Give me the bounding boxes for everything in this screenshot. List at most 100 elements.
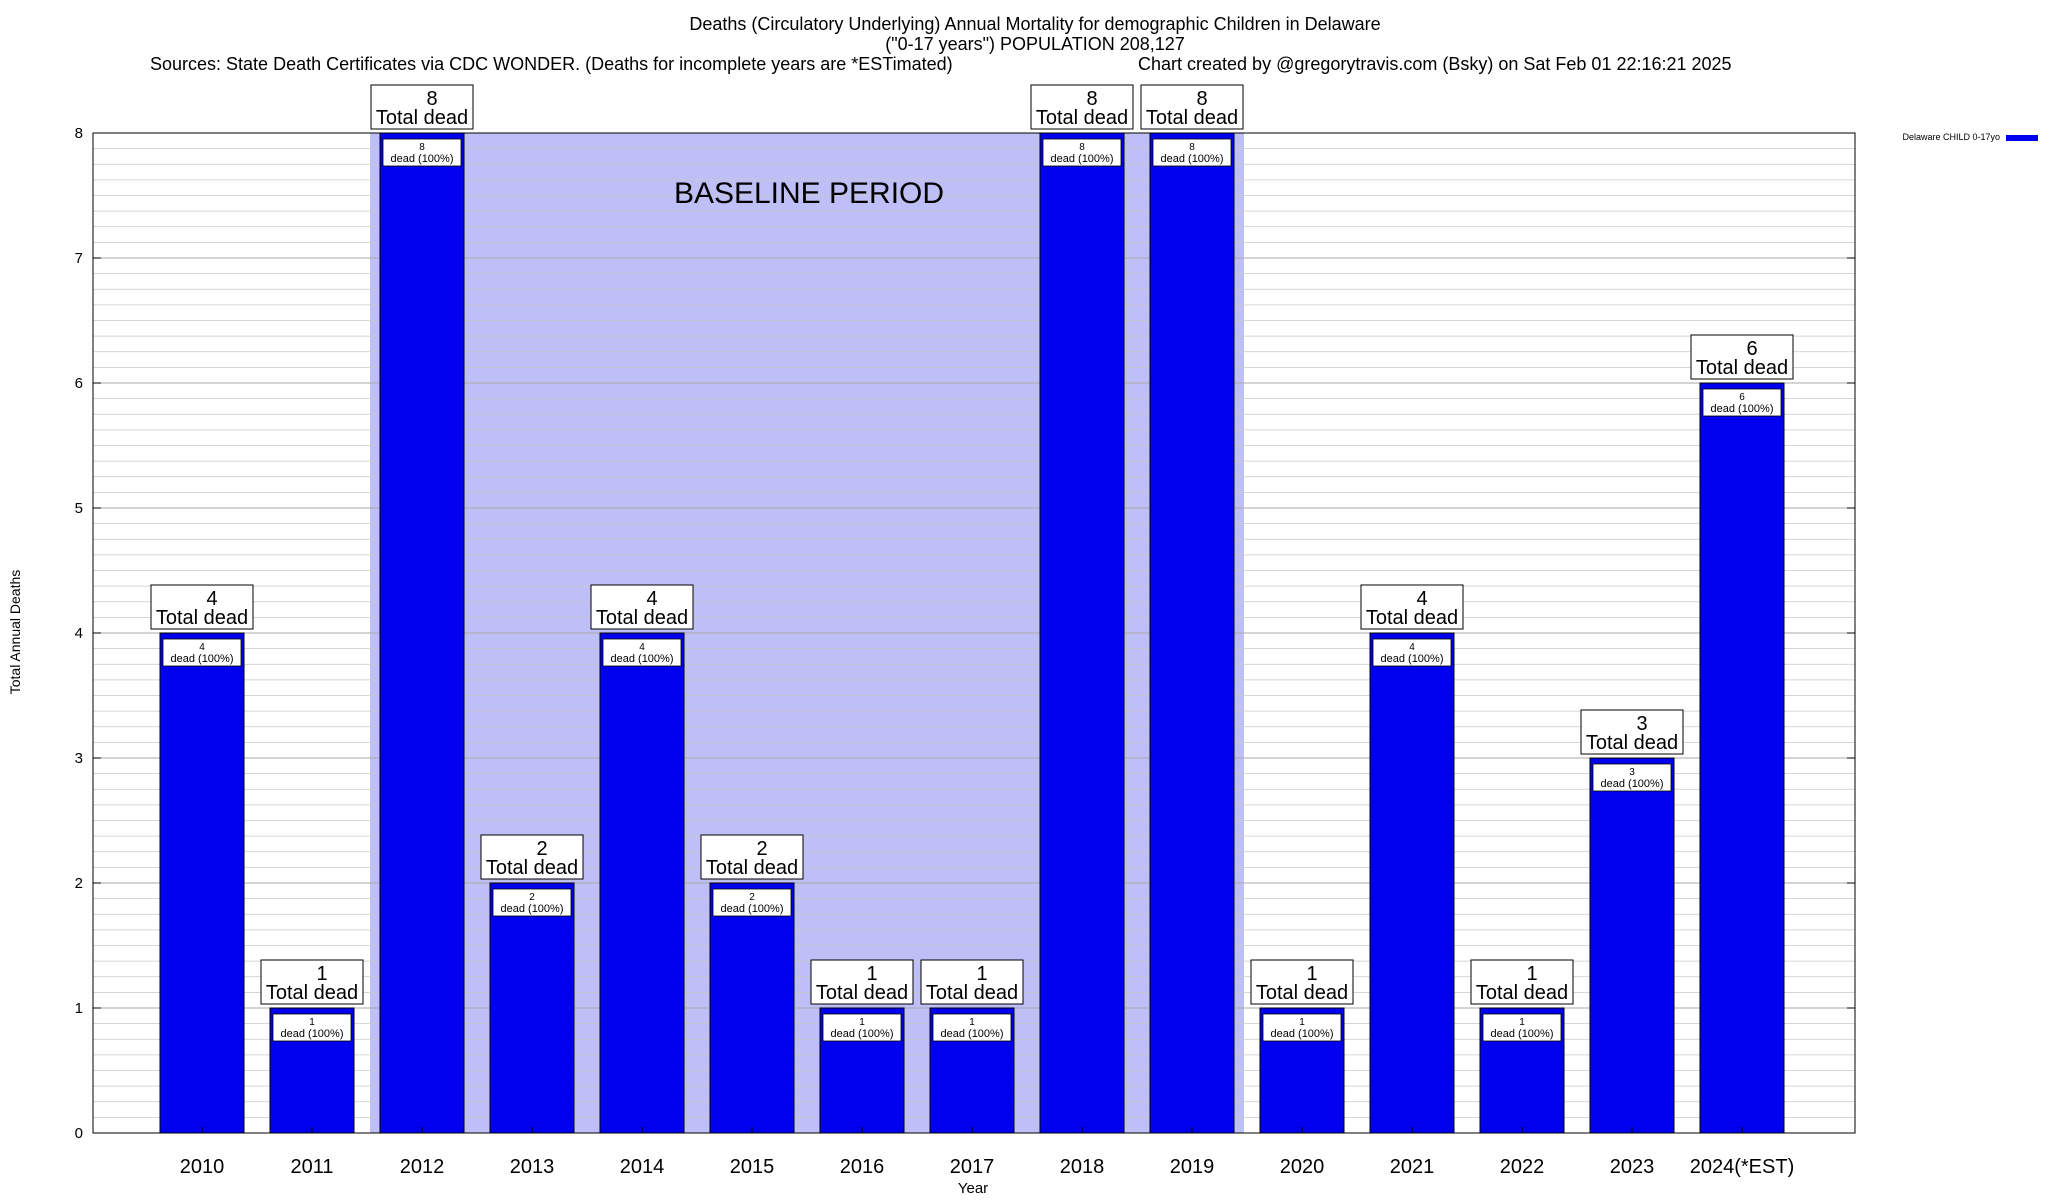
inner-label-box — [1372, 638, 1452, 667]
x-tick-label: 2017 — [950, 1156, 995, 1178]
total-label-text: Total dead — [156, 607, 248, 629]
total-label-text: Total dead — [1476, 982, 1568, 1004]
total-label-box — [590, 584, 694, 630]
inner-label-text: dead (100%) — [1381, 653, 1444, 665]
x-tick-label: 2010 — [180, 1156, 225, 1178]
inner-label-text: dead (100%) — [501, 903, 564, 915]
x-tick-label: 2019 — [1170, 1156, 1215, 1178]
total-label-value: 3 — [1636, 713, 1647, 735]
x-axis-label: Year — [958, 1180, 988, 1197]
y-tick-label: 5 — [75, 500, 83, 517]
total-label-box — [810, 959, 914, 1005]
total-label-box — [1030, 84, 1134, 130]
inner-label-box — [602, 638, 682, 667]
total-label-box — [370, 84, 474, 130]
baseline-period-label: BASELINE PERIOD — [674, 177, 944, 210]
y-tick-label: 8 — [75, 125, 83, 142]
bar — [379, 132, 465, 1134]
inner-label-box — [162, 638, 242, 667]
inner-label-box — [272, 1013, 352, 1042]
total-label-text: Total dead — [1256, 982, 1348, 1004]
inner-label-value: 2 — [529, 892, 535, 903]
bar — [599, 632, 685, 1134]
total-label-text: Total dead — [1366, 607, 1458, 629]
y-tick-label: 1 — [75, 1000, 83, 1017]
total-label-box — [1250, 959, 1354, 1005]
y-tick-label: 6 — [75, 375, 83, 392]
total-label-text: Total dead — [1146, 107, 1238, 129]
total-label-box — [1140, 84, 1244, 130]
inner-label-box — [712, 888, 792, 917]
inner-label-text: dead (100%) — [1601, 778, 1664, 790]
inner-label-text: dead (100%) — [611, 653, 674, 665]
total-label-text: Total dead — [926, 982, 1018, 1004]
y-tick-label: 0 — [75, 1125, 83, 1142]
inner-label-text: dead (100%) — [941, 1028, 1004, 1040]
total-label-text: Total dead — [816, 982, 908, 1004]
inner-label-value: 4 — [199, 642, 205, 653]
inner-label-box — [932, 1013, 1012, 1042]
bar — [709, 882, 795, 1134]
total-label-text: Total dead — [486, 857, 578, 879]
bar — [1039, 132, 1125, 1134]
legend-swatch — [2006, 135, 2038, 141]
inner-label-value: 1 — [969, 1017, 975, 1028]
inner-label-value: 4 — [1409, 642, 1415, 653]
inner-label-value: 3 — [1629, 767, 1635, 778]
inner-label-value: 2 — [749, 892, 755, 903]
chart-credit: Chart created by @gregorytravis.com (Bsk… — [1138, 54, 1732, 74]
total-label-value: 8 — [426, 88, 437, 110]
inner-label-value: 4 — [639, 642, 645, 653]
inner-label-text: dead (100%) — [831, 1028, 894, 1040]
total-label-value: 1 — [1306, 963, 1317, 985]
total-label-text: Total dead — [1036, 107, 1128, 129]
x-tick-label: 2012 — [400, 1156, 445, 1178]
total-label-value: 2 — [536, 838, 547, 860]
inner-label-box — [1152, 138, 1232, 167]
total-label-value: 8 — [1196, 88, 1207, 110]
inner-label-value: 1 — [1519, 1017, 1525, 1028]
inner-label-text: dead (100%) — [1271, 1028, 1334, 1040]
x-tick-label: 2014 — [620, 1156, 665, 1178]
total-label-value: 1 — [316, 963, 327, 985]
inner-label-box — [492, 888, 572, 917]
total-label-box — [150, 584, 254, 630]
inner-label-value: 8 — [419, 142, 425, 153]
inner-label-value: 1 — [859, 1017, 865, 1028]
x-tick-label: 2020 — [1280, 1156, 1325, 1178]
total-label-box — [920, 959, 1024, 1005]
total-label-text: Total dead — [376, 107, 468, 129]
inner-label-box — [1042, 138, 1122, 167]
inner-label-box — [822, 1013, 902, 1042]
inner-label-text: dead (100%) — [1051, 153, 1114, 165]
bar — [489, 882, 575, 1134]
x-tick-label: 2023 — [1610, 1156, 1655, 1178]
inner-label-value: 8 — [1079, 142, 1085, 153]
total-label-text: Total dead — [1696, 357, 1788, 379]
inner-label-box — [1262, 1013, 1342, 1042]
legend-label: Delaware CHILD 0-17yo — [1902, 132, 2000, 142]
y-tick-label: 3 — [75, 750, 83, 767]
x-tick-label: 2013 — [510, 1156, 555, 1178]
axis-layer: 0 1 2 3 4 5 6 7 8 2010 2011 2012 2013 2014 2015 2016 201… — [75, 125, 1856, 1178]
total-label-value: 8 — [1086, 88, 1097, 110]
inner-label-text: dead (100%) — [721, 903, 784, 915]
inner-label-text: dead (100%) — [281, 1028, 344, 1040]
inner-label-text: dead (100%) — [1161, 153, 1224, 165]
total-label-text: Total dead — [706, 857, 798, 879]
total-label-text: Total dead — [596, 607, 688, 629]
x-tick-label: 2024(*EST) — [1690, 1156, 1795, 1178]
total-label-box — [480, 834, 584, 880]
